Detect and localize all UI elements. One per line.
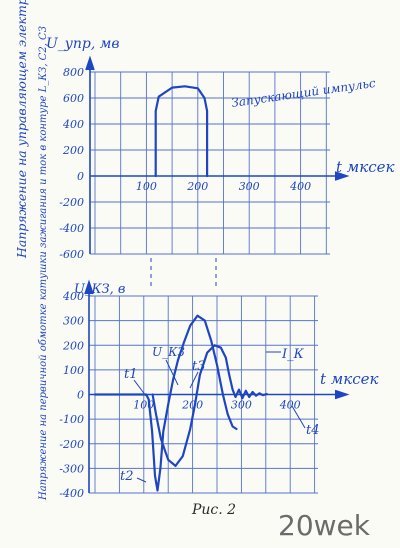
- top-ticklabels: 800 600 400 200 0 -200 -400 -600 100 200 300 400: [59, 66, 311, 261]
- top-x-tick-label: 400: [289, 180, 311, 193]
- bottom-ticklabels: 400 300 200 100 0 -100 -200 -300 -400 100 200 300 40…: [59, 290, 300, 500]
- top-x-tick-label: 200: [186, 180, 208, 193]
- top-y-tick-label: 0: [77, 170, 84, 183]
- bottom-y-tick-label: -100: [59, 413, 84, 426]
- bottom-y-tick-label: 100: [63, 364, 84, 377]
- top-y-tick-label: -600: [59, 248, 84, 261]
- bottom-xlabel: t мксек: [320, 370, 378, 388]
- annotation-leaders: [133, 351, 306, 483]
- bottom-x-tick-label: 200: [181, 399, 203, 412]
- annotation-t4: t4: [306, 423, 320, 438]
- top-y-tick-label: 600: [63, 92, 84, 105]
- figure-caption: Рис. 2: [191, 502, 236, 518]
- top-y-tick-label: 200: [62, 144, 84, 157]
- bottom-y-tick-label: 0: [77, 389, 84, 402]
- bottom-series-line: [93, 314, 238, 492]
- bottom-series-line: [151, 344, 268, 467]
- top-annotation-label: Запускающий импульс: [230, 76, 376, 110]
- annotation-t3: t3: [192, 359, 206, 374]
- top-y-tick-label: -200: [59, 196, 84, 209]
- bottom-ylabel-side: Напряжение на первичной обмотке катушки …: [38, 26, 49, 501]
- bottom-ylabel-unit: U_КЗ, в: [74, 282, 125, 297]
- top-grid: [90, 71, 330, 255]
- bottom-chart: 400 300 200 100 0 -100 -200 -300 -400 100 200 300 40…: [38, 26, 378, 501]
- top-x-axis-arrow: [334, 171, 350, 181]
- bottom-x-axis-arrow: [334, 389, 350, 400]
- leader-t1: [133, 379, 147, 397]
- top-chart: 800 600 400 200 0 -200 -400 -600 100 200 300 400 U_…: [14, 0, 394, 261]
- bottom-y-tick-label: -300: [59, 462, 84, 475]
- annotation-u-kz: U_КЗ: [152, 345, 185, 359]
- top-series: [154, 85, 209, 178]
- top-y-tick-label: 800: [63, 66, 84, 79]
- leader-t3: [189, 371, 199, 389]
- bottom-y-tick-label: -200: [59, 438, 84, 451]
- bottom-y-axis-arrow: [84, 279, 94, 295]
- watermark: 20wek: [278, 509, 371, 542]
- leader-t2: [136, 477, 147, 483]
- bottom-y-tick-label: 300: [63, 315, 84, 328]
- leader-t4: [291, 405, 306, 429]
- top-ylabel-side: Напряжение на управляющем электроде Д7: [14, 0, 29, 259]
- top-y-tick-label: 400: [62, 118, 84, 131]
- bottom-x-tick-label: 100: [133, 399, 154, 412]
- annotation-t1: t1: [124, 367, 138, 382]
- top-y-axis-arrow: [85, 55, 95, 71]
- bottom-series: [93, 314, 268, 492]
- top-axes: [85, 55, 350, 254]
- top-y-tick-label: -400: [59, 222, 84, 235]
- bottom-x-tick-label: 400: [279, 399, 301, 412]
- bottom-x-tick-label: 300: [231, 399, 252, 412]
- annotation-i-k: I_К: [281, 347, 305, 362]
- top-x-tick-label: 300: [239, 180, 260, 193]
- leader-u-kz: [165, 359, 179, 386]
- annotation-t2: t2: [120, 469, 134, 484]
- top-series-line: [154, 85, 209, 178]
- bottom-y-tick-label: 200: [62, 339, 84, 352]
- bottom-y-tick-label: 400: [62, 290, 84, 303]
- bottom-axes: [84, 279, 350, 493]
- top-x-tick-label: 100: [136, 180, 157, 193]
- top-ylabel-unit: U_упр, мв: [46, 36, 120, 52]
- top-xlabel: t мксек: [336, 158, 394, 176]
- bottom-y-tick-label: -400: [59, 487, 84, 500]
